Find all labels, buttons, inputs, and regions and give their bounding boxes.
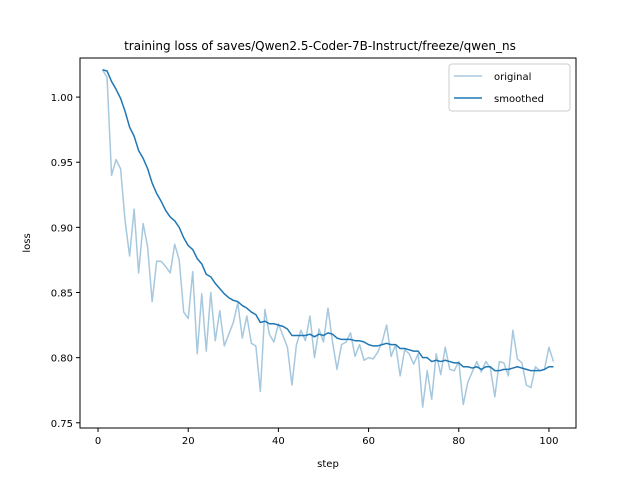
x-tick-label: 40 [272, 436, 285, 447]
legend: original smoothed [448, 63, 571, 112]
y-tick-label: 0.90 [51, 223, 73, 234]
y-axis: 0.75 0.80 0.85 0.90 0.95 1.00 [51, 93, 80, 430]
legend-label-original: original [494, 72, 531, 83]
y-tick-label: 0.85 [51, 289, 73, 300]
y-axis-label: loss [22, 233, 33, 252]
y-tick-label: 1.00 [51, 93, 73, 104]
plot-lines [101, 69, 555, 408]
y-tick-label: 0.80 [51, 354, 73, 365]
x-axis: 0 20 40 60 80 100 [95, 428, 558, 447]
y-tick-label: 0.95 [51, 158, 73, 169]
x-tick-label: 20 [182, 436, 195, 447]
x-tick-label: 100 [539, 436, 558, 447]
x-tick-label: 80 [452, 436, 465, 447]
plot-frame [79, 57, 577, 429]
x-tick-label: 60 [362, 436, 375, 447]
legend-label-smoothed: smoothed [494, 94, 544, 105]
x-axis-label: step [317, 459, 339, 470]
chart-title: training loss of saves/Qwen2.5-Coder-7B-… [124, 39, 516, 53]
series-line-smoothed [102, 69, 554, 372]
series-line-original [101, 69, 555, 408]
y-tick-label: 0.75 [51, 419, 73, 430]
x-tick-label: 0 [95, 436, 101, 447]
